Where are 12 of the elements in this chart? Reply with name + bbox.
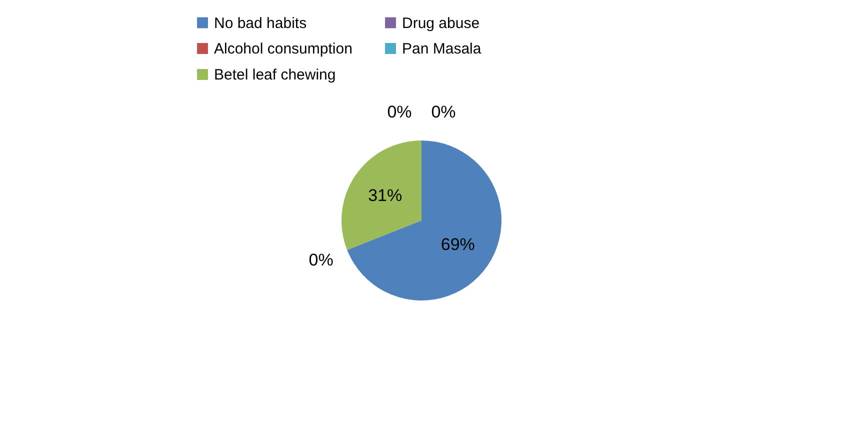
pie-slice (342, 140, 422, 250)
legend-label: Betel leaf chewing (214, 66, 336, 84)
text: 0% (308, 250, 334, 270)
legend-label: Pan Masala (402, 40, 482, 58)
legend-label: Alcohol consumption (214, 40, 352, 58)
pie-slice (347, 140, 502, 300)
legend-label: Drug abuse (402, 14, 480, 32)
text: 0% (387, 102, 412, 122)
data-label: 31% (368, 186, 402, 205)
text: 0% (431, 102, 456, 122)
data-label: 69% (440, 235, 475, 254)
legend-label: No bad habits (214, 14, 307, 32)
